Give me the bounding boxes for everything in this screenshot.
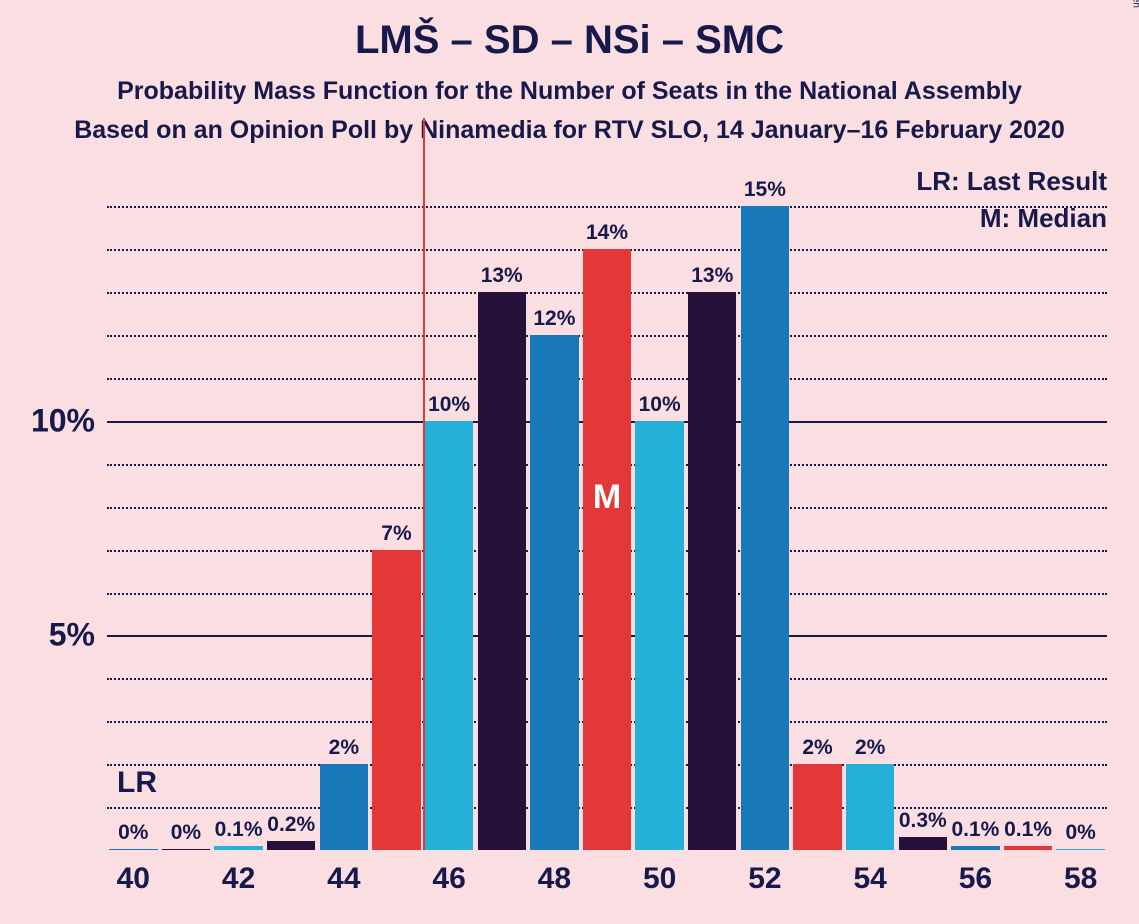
- bar-value-label: 0.1%: [1004, 818, 1052, 846]
- legend: LR: Last ResultM: Median: [916, 166, 1107, 234]
- bar-value-label: 2%: [855, 736, 885, 764]
- last-result-label: LR: [117, 766, 157, 800]
- x-axis-label: 46: [432, 850, 465, 896]
- bar: 12%: [530, 335, 578, 850]
- bar: 13%: [688, 292, 736, 850]
- bar-value-label: 10%: [428, 393, 470, 421]
- x-axis-label: 52: [748, 850, 781, 896]
- bar-value-label: 0.2%: [267, 813, 315, 841]
- x-axis-label: 56: [959, 850, 992, 896]
- bar: 10%: [635, 421, 683, 850]
- bar-value-label: 7%: [381, 522, 411, 550]
- bar-value-label: 15%: [744, 178, 786, 206]
- copyright-text: © 2020 Filip van Laenen: [1131, 0, 1139, 8]
- bar: 0.3%: [899, 837, 947, 850]
- y-axis-label: 5%: [49, 617, 107, 654]
- x-axis-label: 50: [643, 850, 676, 896]
- chart-subtitle-1: Probability Mass Function for the Number…: [0, 63, 1139, 106]
- chart-plot-area: 5%10%0%0%0.1%0.2%2%7%10%13%12%14%M10%13%…: [107, 172, 1107, 850]
- bar-value-label: 0%: [1065, 821, 1095, 849]
- chart-subtitle-2: Based on an Opinion Poll by Ninamedia fo…: [0, 106, 1139, 145]
- bar-value-label: 0%: [171, 821, 201, 849]
- bar-value-label: 10%: [639, 393, 681, 421]
- chart-title: LMŠ – SD – NSi – SMC: [0, 0, 1139, 63]
- median-marker: M: [593, 478, 621, 517]
- x-axis-label: 40: [117, 850, 150, 896]
- legend-line: LR: Last Result: [916, 166, 1107, 197]
- bar: 13%: [478, 292, 526, 850]
- legend-line: M: Median: [916, 197, 1107, 234]
- bar: 2%: [846, 764, 894, 850]
- bar-value-label: 14%: [586, 221, 628, 249]
- bar-value-label: 0%: [118, 821, 148, 849]
- bar: 0.1%: [1004, 846, 1052, 850]
- x-axis-label: 54: [853, 850, 886, 896]
- bar: 0.2%: [267, 841, 315, 850]
- y-axis-label: 10%: [31, 402, 107, 439]
- last-result-line: [423, 118, 425, 850]
- bar-value-label: 13%: [481, 264, 523, 292]
- x-axis-label: 48: [538, 850, 571, 896]
- bar: 7%: [372, 550, 420, 850]
- bar-value-label: 0.1%: [951, 818, 999, 846]
- x-axis-label: 44: [327, 850, 360, 896]
- bar-value-label: 0.1%: [215, 818, 263, 846]
- bar: 15%: [741, 206, 789, 850]
- x-axis-label: 58: [1064, 850, 1097, 896]
- bar-value-label: 12%: [533, 307, 575, 335]
- bar: 10%: [425, 421, 473, 850]
- bar: 2%: [320, 764, 368, 850]
- bar: 14%M: [583, 249, 631, 850]
- bar-value-label: 2%: [802, 736, 832, 764]
- x-axis-label: 42: [222, 850, 255, 896]
- bar: 0%: [162, 849, 210, 850]
- bar-value-label: 2%: [329, 736, 359, 764]
- bar-value-label: 13%: [691, 264, 733, 292]
- bar: 2%: [793, 764, 841, 850]
- bar-value-label: 0.3%: [899, 809, 947, 837]
